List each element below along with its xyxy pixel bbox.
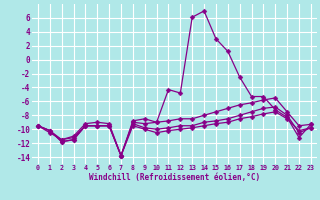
X-axis label: Windchill (Refroidissement éolien,°C): Windchill (Refroidissement éolien,°C) [89, 173, 260, 182]
